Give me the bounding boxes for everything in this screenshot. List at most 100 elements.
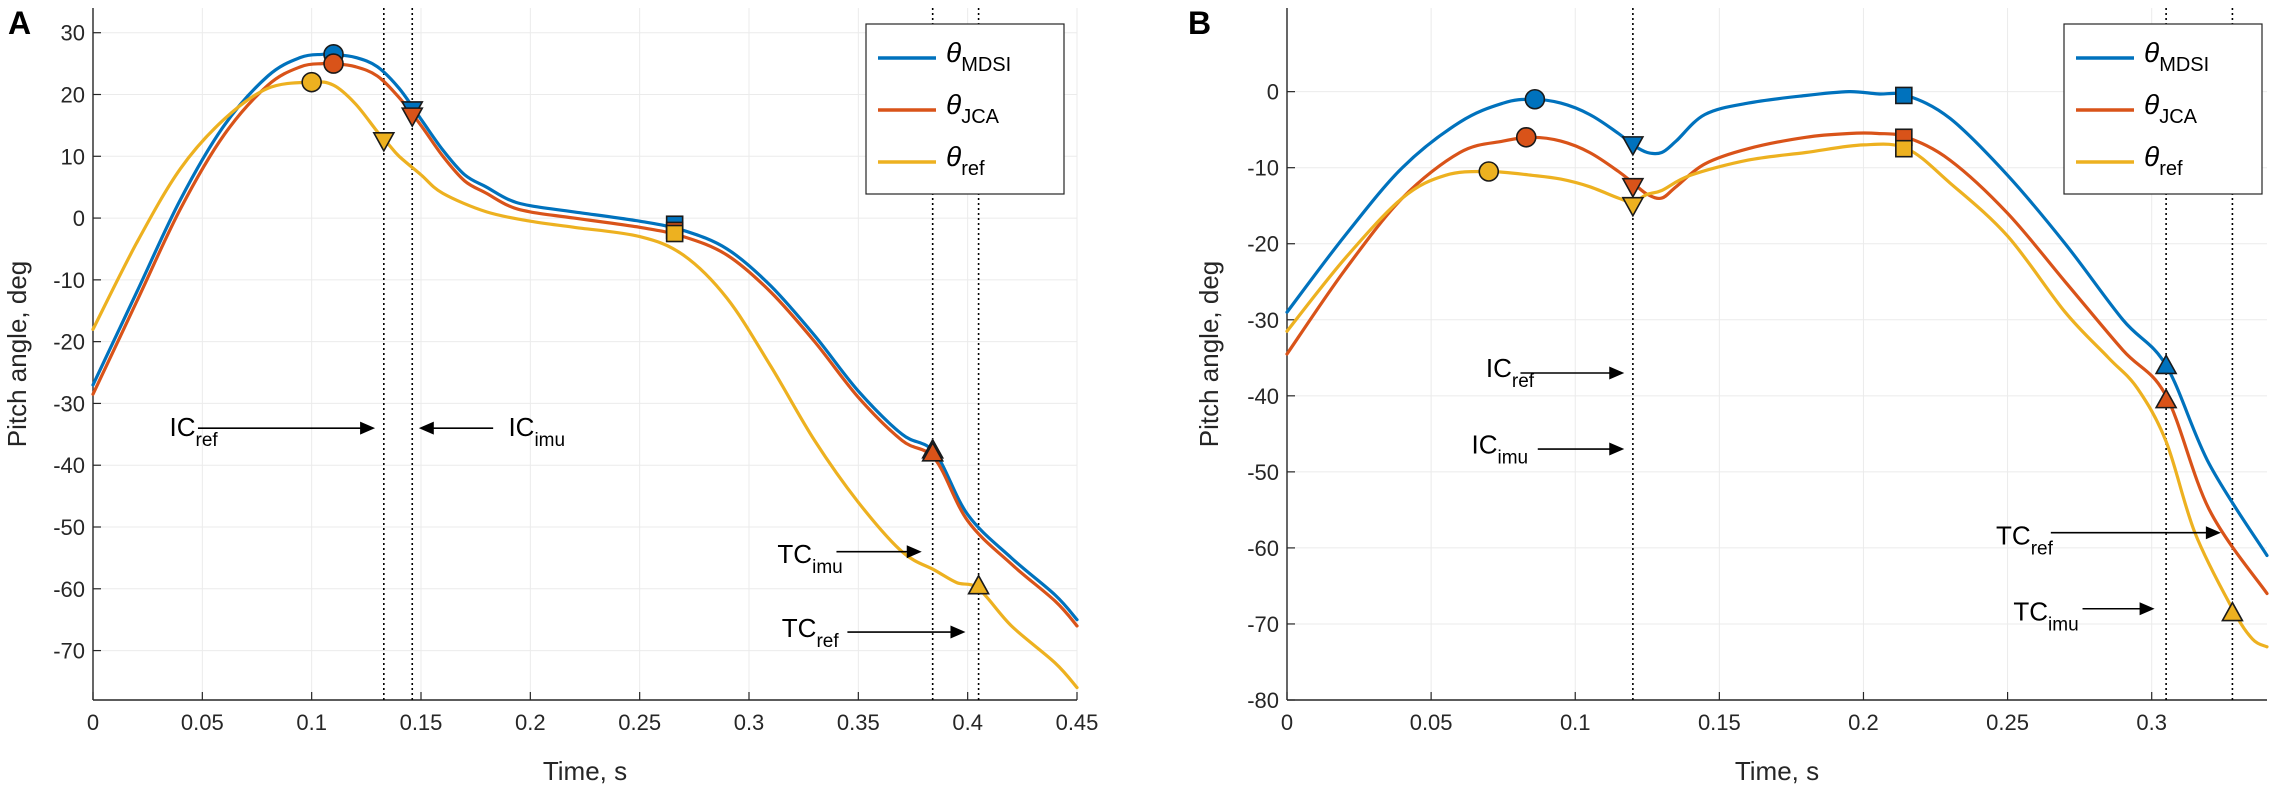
legend-entry-ref: θref [2144,141,2183,180]
y-tick-label: -40 [1247,384,1279,409]
marker-circle-ref [301,71,322,93]
annotation-label: TCimu [2013,597,2078,636]
marker-triangle-up-mdsi [2154,353,2178,375]
marker-square-ref [665,224,684,243]
annotation-ic-imu: ICimu [1471,429,1625,468]
y-tick-label: -80 [1247,688,1279,713]
x-tick-label: 0 [1281,710,1293,735]
marker-square-ref [1895,139,1913,158]
annotation-tc-ref: TCref [782,613,966,652]
annotation-arrow-head [950,625,966,639]
y-tick-label: -20 [53,330,85,355]
x-tick-label: 0.1 [1560,710,1591,735]
y-tick-label: -30 [53,391,85,416]
y-tick-label: -10 [1247,156,1279,181]
x-tick-label: 0.4 [952,710,983,735]
series-line-jca [91,61,1079,628]
x-tick-label: 0.15 [400,710,443,735]
panel-label: B [1188,5,1211,41]
x-tick-label: 0.05 [181,710,224,735]
marker-triangle-down-ref [372,132,396,153]
y-tick-label: -70 [53,639,85,664]
annotation-label: ICref [170,412,219,451]
y-tick-label: 0 [73,206,85,231]
x-tick-label: 0 [87,710,99,735]
annotation-tc-imu: TCimu [777,539,922,578]
x-tick-label: 0.3 [2136,710,2167,735]
x-axis-label: Time, s [1735,756,1819,786]
annotation-ic-imu: ICimu [418,412,565,451]
y-tick-label: -20 [1247,232,1279,257]
chart-panel-a: 0 0.05 0.1 0.15 0.2 0.25 0.3 0.35 0.4 0.45 30 20 10 0… [2,5,1098,786]
marker-circle-mdsi [1524,88,1546,110]
y-tick-label: -40 [53,453,85,478]
annotation-label: ICimu [508,412,565,451]
x-tick-label: 0.35 [837,710,880,735]
y-tick-label: -50 [53,515,85,540]
y-tick-label: -30 [1247,308,1279,333]
x-tick-label: 0.45 [1056,710,1099,735]
annotation-label: TCimu [777,539,842,578]
annotation-arrow-head [360,421,376,435]
annotation-label: TCref [1996,521,2054,560]
annotation-arrow-head [1609,442,1625,456]
legend-entry-jca: θJCA [2144,89,2198,128]
y-tick-label: -60 [1247,536,1279,561]
marker-circle-jca [323,53,344,74]
marker-square-mdsi [1895,86,1913,105]
y-tick-label: 10 [61,144,85,169]
y-tick-label: -10 [53,268,85,293]
legend: θMDSI θJCA θref [2063,23,2263,195]
x-axis-label: Time, s [543,756,627,786]
marker-triangle-up-ref [967,574,990,595]
x-tick-label: 0.3 [734,710,765,735]
legend-entry-ref: θref [946,141,985,180]
annotation-tc-imu: TCimu [2013,597,2155,636]
series-line-mdsi [91,52,1079,622]
legend: θMDSI θJCA θref [865,23,1065,195]
annotation-label: ICimu [1471,429,1528,468]
annotation-arrow-head [906,545,922,559]
series-line-ref [91,80,1079,690]
panel-label: A [8,5,31,41]
x-tick-label: 0.1 [296,710,327,735]
y-tick-label: 30 [61,21,85,46]
legend-entry-jca: θJCA [946,89,1000,128]
annotation-ic-ref: ICref [170,412,376,451]
marker-triangle-up-jca [2154,387,2178,409]
annotation-label: TCref [782,613,840,652]
marker-circle-jca [1515,126,1537,148]
annotation-label: ICref [1486,353,1535,392]
annotation-arrow-head [2139,602,2155,616]
x-tick-label: 0.15 [1698,710,1741,735]
x-tick-label: 0.25 [1986,710,2029,735]
annotation-ic-ref: ICref [1486,353,1625,392]
annotation-arrow-head [2205,526,2221,540]
y-tick-label: 0 [1267,80,1279,105]
chart-panel-b: 0 0.05 0.1 0.15 0.2 0.25 0.3 0 -10 -20 -30 -40 -50 -6… [1188,5,2269,786]
marker-triangle-down-jca [1621,177,1645,199]
x-tick-label: 0.2 [1848,710,1879,735]
series-line-jca [1285,131,2269,596]
marker-triangle-down-ref [1621,196,1645,218]
marker-triangle-down-jca [400,107,424,128]
y-tick-label: -60 [53,577,85,602]
annotation-arrow-head [1609,366,1625,380]
x-tick-label: 0.25 [618,710,661,735]
y-tick-label: -50 [1247,460,1279,485]
x-tick-label: 0.05 [1410,710,1453,735]
y-tick-label: -70 [1247,612,1279,637]
x-tick-label: 0.2 [515,710,546,735]
legend-entry-mdsi: θMDSI [2144,37,2209,76]
series-line-mdsi [1285,89,2269,558]
y-axis-label: Pitch angle, deg [2,261,32,447]
marker-triangle-up-jca [921,441,945,462]
legend-entry-mdsi: θMDSI [946,37,1011,76]
y-axis-label: Pitch angle, deg [1194,261,1224,447]
marker-triangle-down-mdsi [1621,136,1645,157]
annotation-tc-ref: TCref [1996,521,2221,560]
y-tick-label: 20 [61,83,85,108]
marker-triangle-up-ref [2221,600,2244,622]
marker-circle-ref [1478,161,1500,182]
